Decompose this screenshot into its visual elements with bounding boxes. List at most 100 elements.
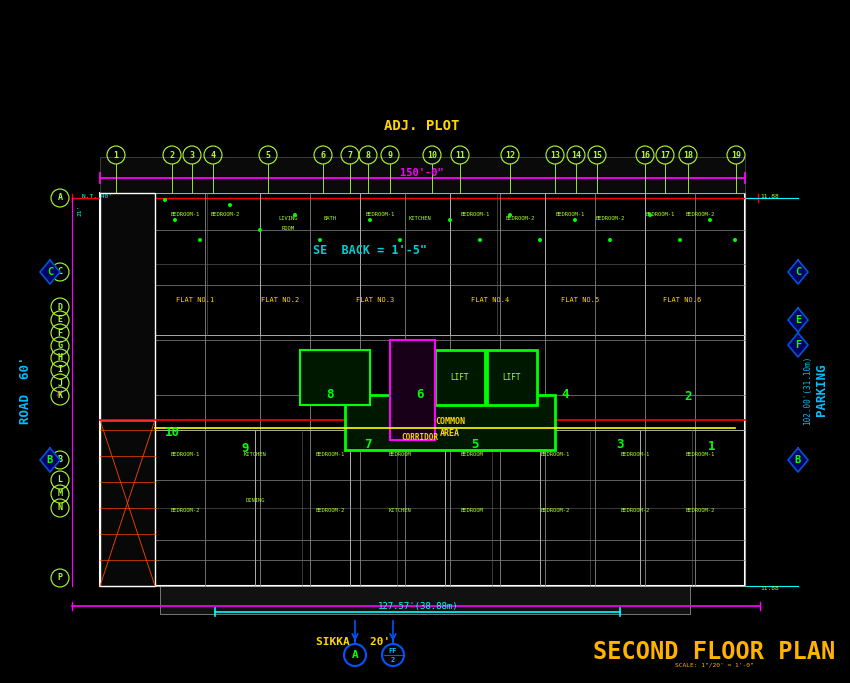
Text: 7: 7 <box>348 150 353 160</box>
Bar <box>500 430 545 580</box>
Text: H: H <box>58 354 63 363</box>
Text: BEDROOM-1: BEDROOM-1 <box>645 212 675 217</box>
Text: D: D <box>58 303 63 311</box>
Circle shape <box>678 238 682 242</box>
Circle shape <box>538 238 542 242</box>
Polygon shape <box>40 448 60 472</box>
Bar <box>390 340 435 440</box>
Text: KITCHEN: KITCHEN <box>409 216 431 221</box>
Text: KITCHEN: KITCHEN <box>244 453 266 458</box>
Bar <box>445 430 540 586</box>
Text: 17: 17 <box>660 150 670 160</box>
Text: 11.88: 11.88 <box>761 193 779 199</box>
Text: BEDROOM-1: BEDROOM-1 <box>315 453 344 458</box>
Bar <box>640 193 690 323</box>
Circle shape <box>478 238 482 242</box>
Text: PARKING: PARKING <box>815 364 829 416</box>
Text: ROOM: ROOM <box>281 225 294 230</box>
Text: 2: 2 <box>684 391 692 404</box>
Bar <box>310 193 360 323</box>
Text: 19: 19 <box>731 150 741 160</box>
Text: 9: 9 <box>388 150 393 160</box>
Text: P: P <box>58 574 63 583</box>
Text: LIFT: LIFT <box>502 372 521 382</box>
Text: 12: 12 <box>505 150 515 160</box>
Text: 11: 11 <box>455 150 465 160</box>
Text: N.T. 40': N.T. 40' <box>82 193 112 199</box>
Text: SE  BACK = 1'-5": SE BACK = 1'-5" <box>313 244 427 257</box>
Text: BEDROOM-1: BEDROOM-1 <box>461 212 490 217</box>
Text: BEDROOM-1: BEDROOM-1 <box>366 212 394 217</box>
Text: 6: 6 <box>416 389 424 402</box>
Circle shape <box>648 213 652 217</box>
Text: 3: 3 <box>190 150 195 160</box>
Text: 18: 18 <box>683 150 693 160</box>
Circle shape <box>573 218 577 222</box>
Text: SCALE: 1"/20' = 1'-0": SCALE: 1"/20' = 1'-0" <box>675 663 753 667</box>
Text: 1: 1 <box>114 150 118 160</box>
Text: BEDROOM-2: BEDROOM-2 <box>315 507 344 512</box>
Text: SECOND FLOOR PLAN: SECOND FLOOR PLAN <box>592 640 835 664</box>
Bar <box>300 350 370 405</box>
Text: BEDROOM: BEDROOM <box>461 507 484 512</box>
Text: FLAT NO.2: FLAT NO.2 <box>261 297 299 303</box>
Text: C: C <box>795 267 801 277</box>
Text: N: N <box>58 503 63 512</box>
Text: 2: 2 <box>169 150 174 160</box>
Text: BEDROOM: BEDROOM <box>388 453 411 458</box>
Text: 8: 8 <box>326 389 334 402</box>
Circle shape <box>173 218 177 222</box>
Text: ADJ. PLOT: ADJ. PLOT <box>384 119 460 133</box>
Text: 3: 3 <box>616 438 624 451</box>
Text: B: B <box>795 455 801 465</box>
Bar <box>260 193 360 335</box>
Circle shape <box>398 238 402 242</box>
Circle shape <box>608 238 612 242</box>
Text: 8: 8 <box>366 150 371 160</box>
Text: 1: 1 <box>708 441 716 454</box>
Bar <box>487 350 537 405</box>
Text: CORRIDOR: CORRIDOR <box>401 434 439 443</box>
Polygon shape <box>788 448 808 472</box>
Circle shape <box>198 238 202 242</box>
Text: BATH: BATH <box>324 216 337 221</box>
Bar <box>350 430 445 586</box>
Text: 13: 13 <box>550 150 560 160</box>
Text: M: M <box>58 490 63 499</box>
Bar <box>155 430 205 580</box>
Text: E: E <box>795 315 801 325</box>
Text: 14: 14 <box>571 150 581 160</box>
Text: FF: FF <box>388 648 397 654</box>
Bar <box>100 420 155 586</box>
Text: F: F <box>58 329 63 337</box>
Text: L: L <box>58 475 63 484</box>
Text: FLAT NO.5: FLAT NO.5 <box>561 297 599 303</box>
Text: 21': 21' <box>77 204 82 216</box>
Text: K: K <box>58 391 63 400</box>
Circle shape <box>293 213 297 217</box>
Text: BEDROOM-1: BEDROOM-1 <box>620 453 649 458</box>
Bar <box>645 193 745 335</box>
Text: 15: 15 <box>592 150 602 160</box>
Text: C: C <box>47 267 53 277</box>
Circle shape <box>733 238 737 242</box>
Text: SIKKA   20': SIKKA 20' <box>316 637 390 647</box>
Text: 5: 5 <box>471 438 479 451</box>
Bar <box>540 430 640 586</box>
Polygon shape <box>40 260 60 284</box>
Polygon shape <box>788 308 808 332</box>
Text: FLAT NO.4: FLAT NO.4 <box>471 297 509 303</box>
Polygon shape <box>788 260 808 284</box>
Bar <box>100 157 745 193</box>
Circle shape <box>708 218 712 222</box>
Circle shape <box>448 218 452 222</box>
Bar <box>345 395 555 450</box>
Text: LIFT: LIFT <box>450 372 469 382</box>
Text: BEDROOM-2: BEDROOM-2 <box>685 507 715 512</box>
Text: BEDROOM-2: BEDROOM-2 <box>506 216 535 221</box>
Text: FLAT NO.1: FLAT NO.1 <box>176 297 214 303</box>
Text: 11.88: 11.88 <box>761 585 779 591</box>
Text: C: C <box>58 268 63 277</box>
Polygon shape <box>788 333 808 357</box>
Circle shape <box>258 228 262 232</box>
